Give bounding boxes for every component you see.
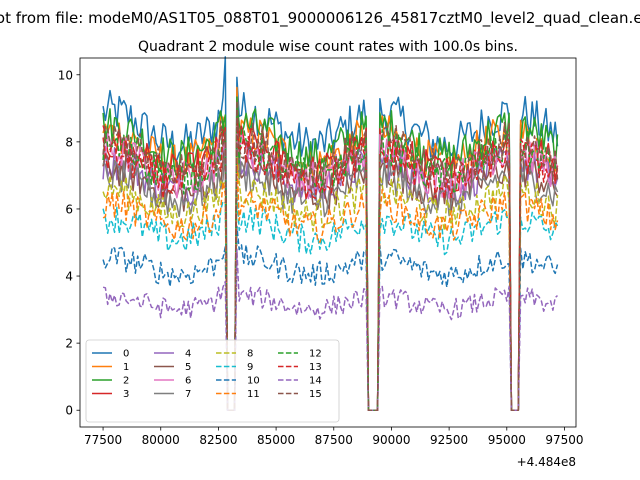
legend-label: 8 xyxy=(247,349,253,360)
legend-label: 9 xyxy=(247,362,253,373)
x-tick-label: 95000 xyxy=(488,433,526,447)
y-tick-label: 6 xyxy=(65,202,73,216)
series-line-15 xyxy=(102,100,559,411)
x-axis: 77500 80000 82500 85000 87500 90000 92500 95000… xyxy=(84,427,584,447)
series-line-11 xyxy=(102,158,559,411)
series-line-5 xyxy=(102,116,559,411)
x-offset-label: +4.484e8 xyxy=(517,455,576,469)
x-tick-label: 77500 xyxy=(84,433,122,447)
legend-label: 14 xyxy=(309,376,322,387)
x-tick-label: 90000 xyxy=(372,433,410,447)
y-axis: 0 2 4 6 8 10 xyxy=(58,68,80,418)
legend-label: 11 xyxy=(247,389,260,400)
chart-title: Quadrant 2 module wise count rates with … xyxy=(138,39,518,55)
series-line-13 xyxy=(102,117,559,411)
y-tick-label: 10 xyxy=(58,68,73,82)
y-tick-label: 0 xyxy=(65,404,73,418)
y-tick-label: 8 xyxy=(65,135,73,149)
x-tick-label: 92500 xyxy=(430,433,468,447)
axes-frame xyxy=(79,57,577,428)
x-tick-label: 82500 xyxy=(199,433,237,447)
series-line-9 xyxy=(102,188,559,411)
legend-label: 4 xyxy=(185,349,191,360)
y-tick-label: 4 xyxy=(65,270,73,284)
legend-label: 13 xyxy=(309,362,322,373)
y-tick-label: 2 xyxy=(65,337,73,351)
legend-label: 3 xyxy=(123,389,129,400)
legend-label: 7 xyxy=(185,389,191,400)
figure-suptitle: Plot from file: modeM0/AS1T05_088T01_900… xyxy=(0,9,640,28)
series-layer xyxy=(102,56,559,411)
series-line-0 xyxy=(102,56,559,411)
x-tick-label: 80000 xyxy=(142,433,180,447)
series-line-14 xyxy=(102,248,558,411)
legend-frame xyxy=(85,339,340,423)
legend-label: 5 xyxy=(185,362,191,373)
series-line-8 xyxy=(102,155,559,411)
legend-label: 10 xyxy=(247,376,260,387)
x-tick-label: 97500 xyxy=(545,433,583,447)
legend-label: 12 xyxy=(309,349,322,360)
legend-label: 15 xyxy=(309,389,322,400)
legend-label: 0 xyxy=(123,349,129,360)
legend-label: 1 xyxy=(123,362,129,373)
x-tick-label: 85000 xyxy=(257,433,295,447)
x-tick-label: 87500 xyxy=(315,433,353,447)
series-line-10 xyxy=(102,225,559,411)
legend-label: 6 xyxy=(185,376,191,387)
legend-label: 2 xyxy=(123,376,129,387)
